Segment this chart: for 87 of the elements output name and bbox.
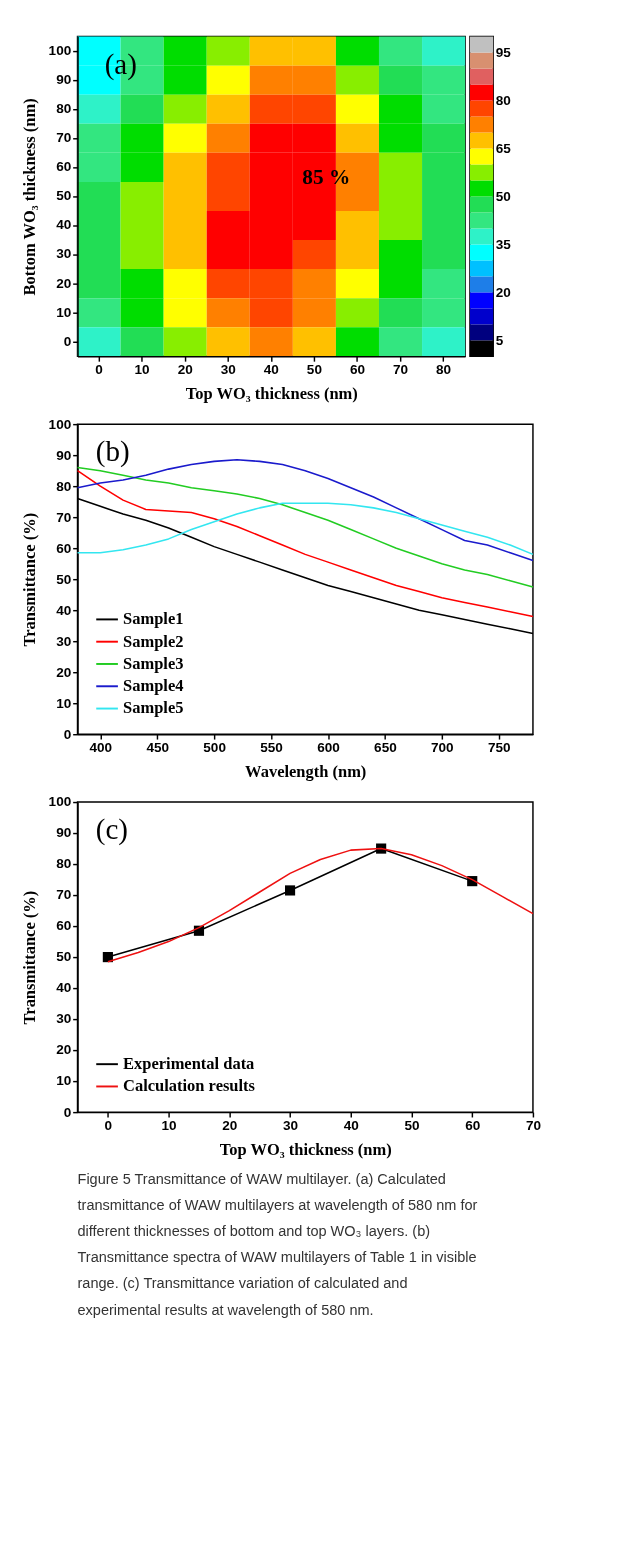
annotation: 85 % [302,165,351,190]
x-tick-label: 650 [374,740,397,756]
y-tick-label: 60 [56,540,72,556]
legend-label: Sample3 [123,653,184,673]
y-tick-label: 50 [56,949,72,965]
legend-label: Sample4 [123,676,184,696]
legend-label: Sample1 [123,609,184,629]
x-tick-label: 40 [263,362,279,378]
y-tick-label: 20 [56,275,72,291]
y-tick-label: 10 [56,695,72,711]
legend-label: Sample5 [123,698,184,718]
x-tick-label: 80 [436,362,452,378]
y-tick-label: 100 [48,416,72,432]
x-tick-label: 70 [392,362,409,378]
y-tick-label: 0 [63,1104,72,1120]
x-tick-label: 400 [89,740,113,756]
legend-label: Experimental data [123,1054,255,1074]
y-tick-label: 0 [63,333,72,349]
x-axis-title: Top WO₃ thickness (nm) [219,1140,392,1160]
y-tick-label: 30 [56,633,72,649]
x-tick-label: 750 [487,740,511,756]
x-tick-label: 60 [465,1118,481,1134]
x-tick-label: 450 [146,740,170,756]
x-tick-label: 10 [134,362,150,378]
x-axis-title: Top WO₃ thickness (nm) [185,384,358,404]
x-axis-title: Wavelength (nm) [245,762,367,782]
y-tick-label: 10 [56,304,72,320]
legend-label: Sample2 [123,631,184,651]
y-tick-label: 50 [56,188,72,204]
color-bar-label: 5 [495,332,504,348]
y-tick-label: 70 [56,509,72,525]
y-axis-title: Bottom WO₃ thickness (nm) [20,98,40,296]
y-axis-title: Transmittance (%) [20,890,40,1025]
y-tick-label: 80 [56,856,72,872]
y-tick-label: 100 [48,794,72,810]
annotation: (a) [104,48,137,82]
y-tick-label: 10 [56,1073,72,1089]
y-tick-label: 90 [56,447,72,463]
x-tick-label: 60 [349,362,365,378]
x-tick-label: 0 [95,362,103,378]
point [284,885,296,896]
legend-label: Calculation results [123,1076,255,1096]
y-axis-title: Transmittance (%) [20,512,40,647]
y-tick-label: 40 [56,217,72,233]
x-tick-label: 550 [260,740,283,756]
y-tick-label: 0 [63,726,72,742]
x-tick-label: 50 [404,1118,420,1134]
point [102,952,113,963]
x-tick-label: 500 [203,740,226,756]
x-tick-label: 40 [343,1118,359,1134]
y-tick-label: 40 [56,980,72,996]
x-tick-label: 30 [283,1118,299,1134]
color-bar-label: 50 [495,188,511,204]
y-tick-label: 80 [56,101,72,117]
y-tick-label: 60 [56,918,72,934]
y-tick-label: 20 [56,1042,72,1058]
y-tick-label: 100 [48,42,72,58]
x-tick-label: 10 [161,1118,177,1134]
color-bar-label: 80 [495,92,511,108]
x-tick-label: 600 [317,740,340,756]
color-bar-label: 65 [495,140,512,156]
caption: Figure 5 Transmittance of WAW multilayer. (a) Calculated transmittance of WAW multilayers at wavelength of 580 nm for different thicknesses of bottom and top WO₃ layers. (b) Transmittance spectra of WAW multilayers of Table 1 in visible range. (c) Transmittance variation of calculated and experimental results at wavelength of 580 nm. [77,1170,478,1318]
y-tick-label: 30 [56,1011,72,1027]
y-tick-label: 30 [56,246,72,262]
color-bar-label: 35 [495,236,512,252]
x-tick-label: 50 [306,362,322,378]
x-tick-label: 0 [104,1118,113,1134]
y-tick-label: 50 [56,571,72,587]
y-tick-label: 20 [56,664,72,680]
x-tick-label: 20 [177,362,193,378]
annotation: (c) [95,812,128,846]
y-tick-label: 80 [56,478,72,494]
y-tick-label: 40 [56,602,72,618]
x-tick-label: 20 [222,1118,238,1134]
y-tick-label: 70 [56,130,72,146]
color-bar-label: 20 [495,284,511,300]
x-tick-label: 70 [525,1118,541,1134]
x-tick-label: 30 [220,362,236,378]
line-series [76,466,534,588]
y-tick-label: 70 [56,887,72,903]
y-tick-label: 60 [56,159,72,175]
x-tick-label: 700 [431,740,454,756]
line-series [76,502,534,556]
annotation: (b) [95,434,130,468]
y-tick-label: 90 [56,72,72,88]
y-tick-label: 90 [56,825,72,841]
color-bar-label: 95 [495,44,512,60]
